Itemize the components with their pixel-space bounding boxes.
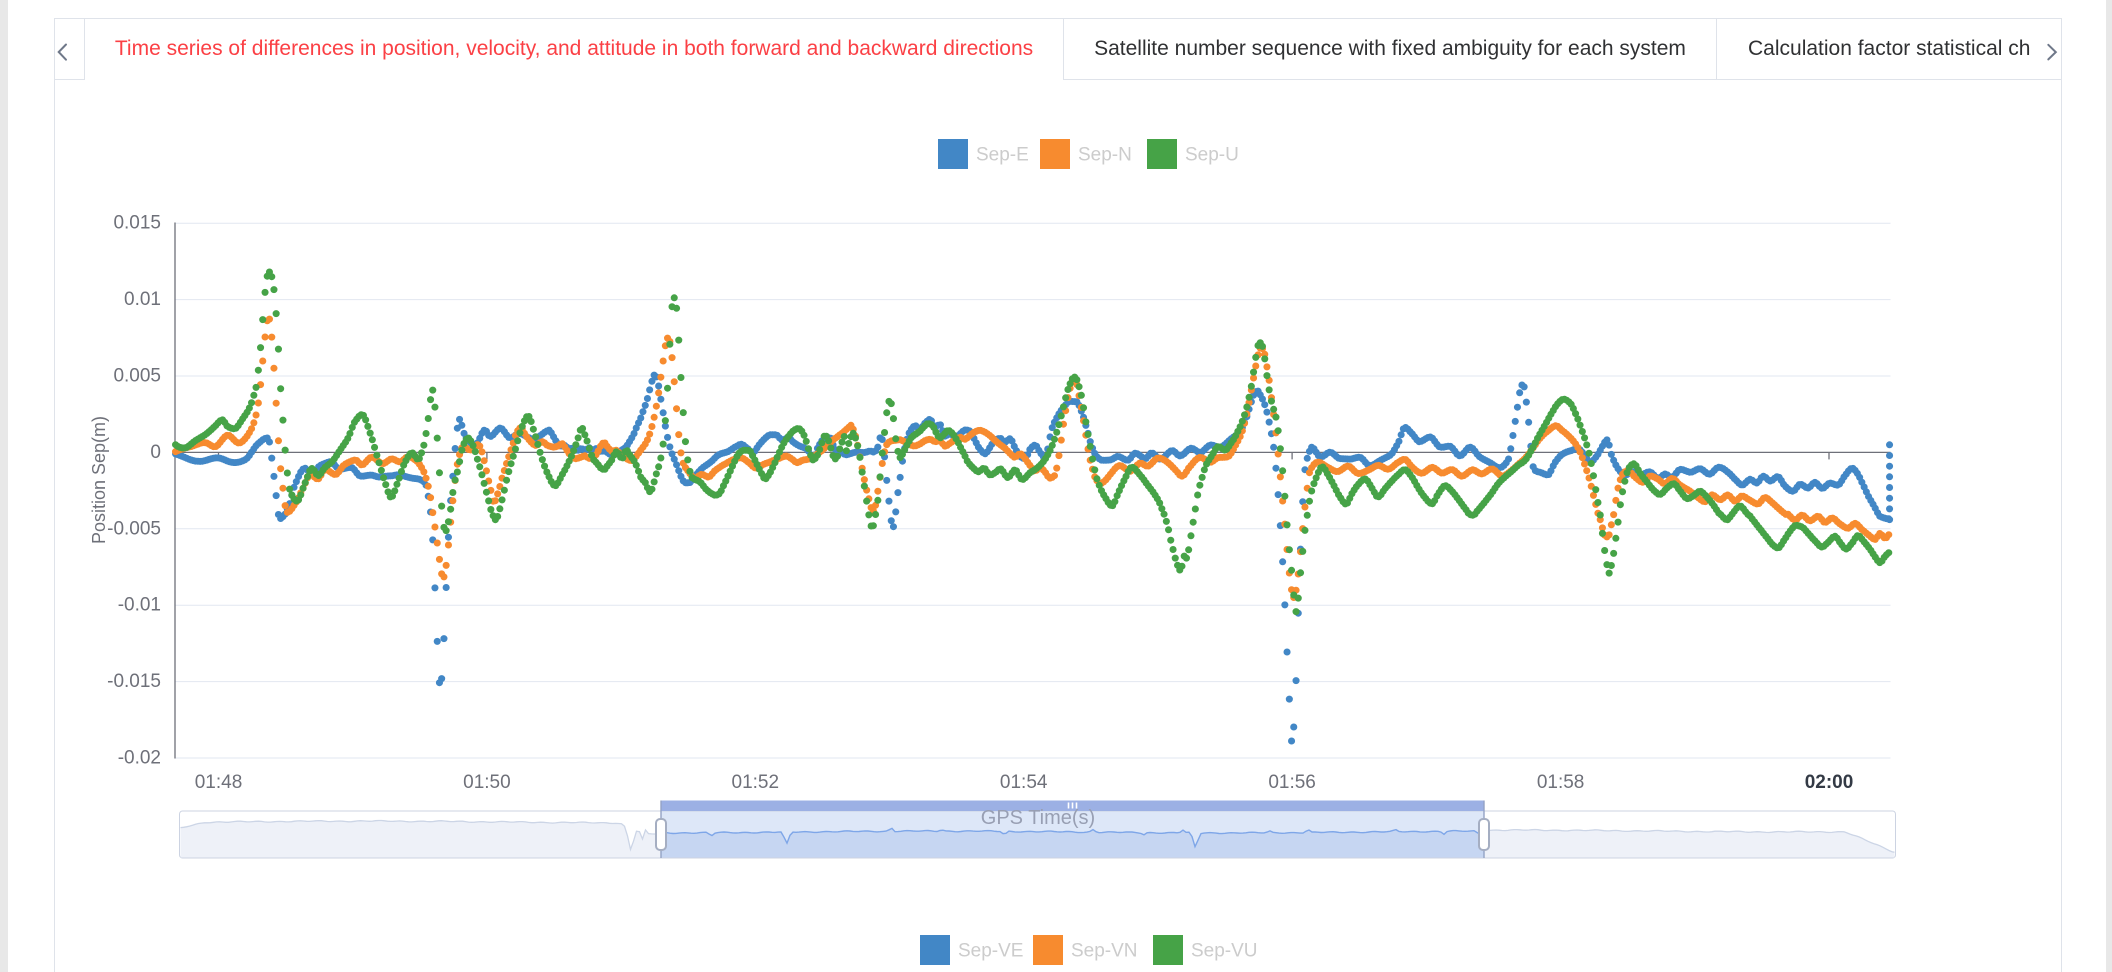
svg-text:0.015: 0.015 xyxy=(113,213,161,234)
svg-text:0.005: 0.005 xyxy=(113,366,161,387)
svg-text:Sep-U: Sep-U xyxy=(1185,145,1239,166)
svg-text:-0.02: -0.02 xyxy=(118,748,161,769)
svg-text:Sep-VU: Sep-VU xyxy=(1191,941,1258,962)
svg-text:0.01: 0.01 xyxy=(124,289,161,310)
svg-text:01:50: 01:50 xyxy=(463,772,511,793)
svg-text:01:52: 01:52 xyxy=(732,772,780,793)
svg-text:02:00: 02:00 xyxy=(1805,772,1854,793)
svg-text:Sep-VE: Sep-VE xyxy=(958,941,1023,962)
svg-text:01:54: 01:54 xyxy=(1000,772,1048,793)
svg-text:Position Sep(m): Position Sep(m) xyxy=(89,416,109,544)
svg-text:01:48: 01:48 xyxy=(195,772,243,793)
svg-text:01:56: 01:56 xyxy=(1268,772,1316,793)
svg-text:GPS Time(s): GPS Time(s) xyxy=(981,807,1095,829)
svg-text:-0.01: -0.01 xyxy=(118,595,161,616)
svg-text:-0.015: -0.015 xyxy=(107,671,161,692)
svg-text:0: 0 xyxy=(150,442,161,463)
svg-text:-0.005: -0.005 xyxy=(107,518,161,539)
svg-text:Sep-VN: Sep-VN xyxy=(1071,941,1138,962)
svg-text:Sep-N: Sep-N xyxy=(1078,145,1132,166)
svg-text:01:58: 01:58 xyxy=(1537,772,1585,793)
svg-text:Sep-E: Sep-E xyxy=(976,145,1029,166)
